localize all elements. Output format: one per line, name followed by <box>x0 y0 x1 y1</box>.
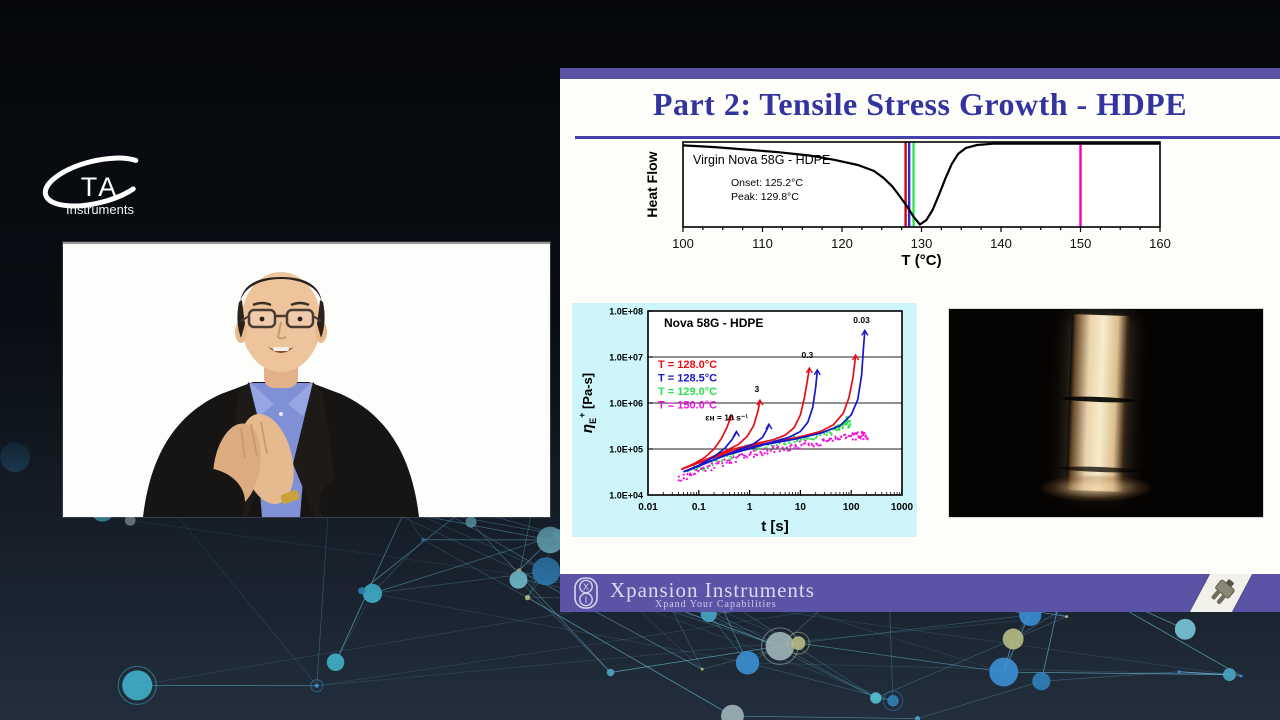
stress-growth-chart: 0.01 0.1 1 10 100 1000 1.0E+08 1.0E+07 1.0E+06 1.… <box>577 307 914 536</box>
svg-text:T (°C): T (°C) <box>901 252 941 269</box>
presenter-video <box>63 242 550 536</box>
dsc-heat-flow-chart: 100 110 120 130 140 150 160 T (°C) Heat Flow Virg… <box>644 141 1171 269</box>
svg-text:120: 120 <box>831 236 853 251</box>
svg-text:130: 130 <box>911 236 933 251</box>
xpansion-brand-text: Xpansion Instruments <box>610 578 815 602</box>
ta-logo-text: TA <box>81 172 120 202</box>
svg-text:εʜ = 10 s⁻¹: εʜ = 10 s⁻¹ <box>705 412 748 422</box>
svg-text:0.1: 0.1 <box>692 502 706 513</box>
ta-logo-subtext: Instruments <box>66 202 134 217</box>
svg-text:T = 150.0°C: T = 150.0°C <box>658 400 717 412</box>
svg-text:X: X <box>583 582 589 592</box>
slide-title-rule <box>575 136 1280 139</box>
svg-text:1.0E+06: 1.0E+06 <box>609 399 643 409</box>
sample-base-glow <box>1041 475 1151 501</box>
svg-text:Heat Flow: Heat Flow <box>644 151 660 217</box>
molten-sample-photo <box>948 308 1264 518</box>
slide-footer: X I Xpansion Instruments Xpand Your Capa… <box>560 574 1280 612</box>
xpansion-tagline: Xpand Your Capabilities <box>655 599 777 610</box>
svg-text:I: I <box>585 595 588 605</box>
svg-text:1000: 1000 <box>891 502 914 513</box>
svg-text:0.03: 0.03 <box>853 315 870 325</box>
svg-text:160: 160 <box>1149 236 1171 251</box>
svg-text:Nova 58G - HDPE: Nova 58G - HDPE <box>664 316 763 330</box>
svg-text:100: 100 <box>843 502 860 513</box>
svg-text:1: 1 <box>747 502 753 513</box>
xpansion-logo-icon: X I <box>574 577 598 609</box>
svg-text:110: 110 <box>752 236 773 251</box>
presenter-illustration <box>63 244 550 536</box>
svg-text:0.01: 0.01 <box>638 502 658 513</box>
ta-instruments-logo: TA Instruments <box>30 148 170 228</box>
svg-text:Onset: 125.2°C: Onset: 125.2°C <box>731 177 803 189</box>
ser-fixture-thumbnail <box>1189 574 1253 612</box>
svg-text:3: 3 <box>755 384 760 394</box>
svg-text:T = 128.5°C: T = 128.5°C <box>658 373 717 385</box>
glowing-sample-column <box>1065 314 1131 492</box>
svg-text:1.0E+04: 1.0E+04 <box>609 491 643 501</box>
svg-text:10: 10 <box>795 502 807 513</box>
svg-text:150: 150 <box>1070 236 1092 251</box>
svg-text:Virgin Nova 58G - HDPE: Virgin Nova 58G - HDPE <box>693 153 830 167</box>
svg-text:Peak: 129.8°C: Peak: 129.8°C <box>731 191 799 203</box>
ta-logo-swoosh-icon <box>42 155 150 209</box>
presentation-slide: Part 2: Tensile Stress Growth - HDPE 100… <box>560 68 1280 612</box>
svg-text:0.3: 0.3 <box>801 350 813 360</box>
svg-text:T = 129.0°C: T = 129.0°C <box>658 386 717 398</box>
svg-text:140: 140 <box>990 236 1012 251</box>
slide-title: Part 2: Tensile Stress Growth - HDPE <box>652 86 1188 122</box>
stress-growth-chart-panel: 0.01 0.1 1 10 100 1000 1.0E+08 1.0E+07 1.0E+06 1.… <box>572 303 917 537</box>
svg-text:ηE+ [Pa-s]: ηE+ [Pa-s] <box>577 373 598 433</box>
svg-text:T = 128.0°C: T = 128.0°C <box>658 359 717 371</box>
svg-text:1.0E+08: 1.0E+08 <box>609 307 643 317</box>
slide-top-band <box>560 68 1280 79</box>
svg-text:1.0E+05: 1.0E+05 <box>609 445 643 455</box>
svg-text:100: 100 <box>672 236 694 251</box>
instrument-icon <box>1211 579 1235 605</box>
svg-text:t [s]: t [s] <box>761 518 789 535</box>
svg-text:1.0E+07: 1.0E+07 <box>609 353 643 363</box>
